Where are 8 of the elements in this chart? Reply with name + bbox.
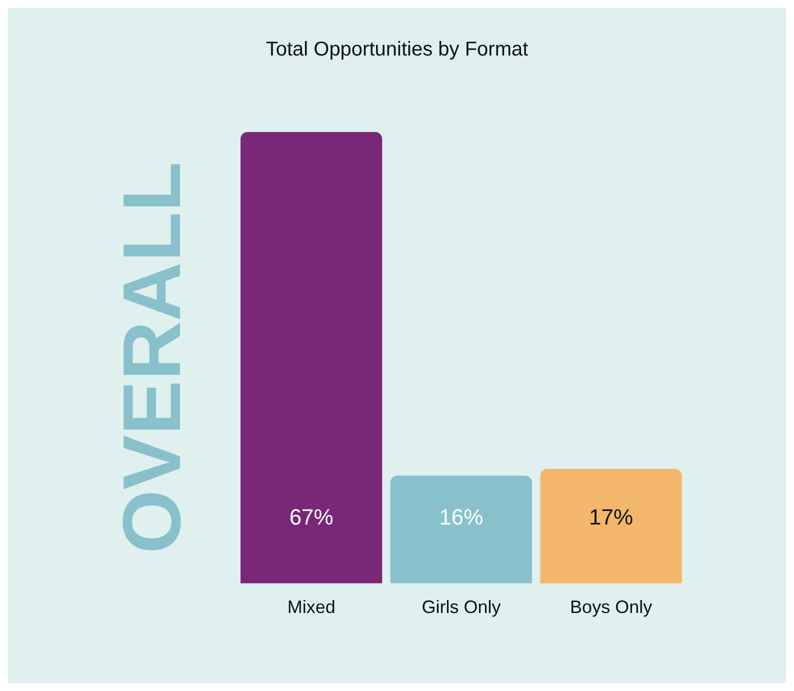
- x-tick-label: Mixed: [287, 597, 336, 618]
- data-label: 17%: [589, 504, 634, 530]
- x-tick-label: Girls Only: [422, 597, 501, 618]
- y-axis-title: OVERALL: [106, 162, 198, 554]
- chart-title: Total Opportunities by Format: [266, 38, 529, 61]
- data-label: 67%: [289, 504, 334, 530]
- x-tick-label: Boys Only: [570, 597, 652, 618]
- data-label: 16%: [439, 504, 484, 530]
